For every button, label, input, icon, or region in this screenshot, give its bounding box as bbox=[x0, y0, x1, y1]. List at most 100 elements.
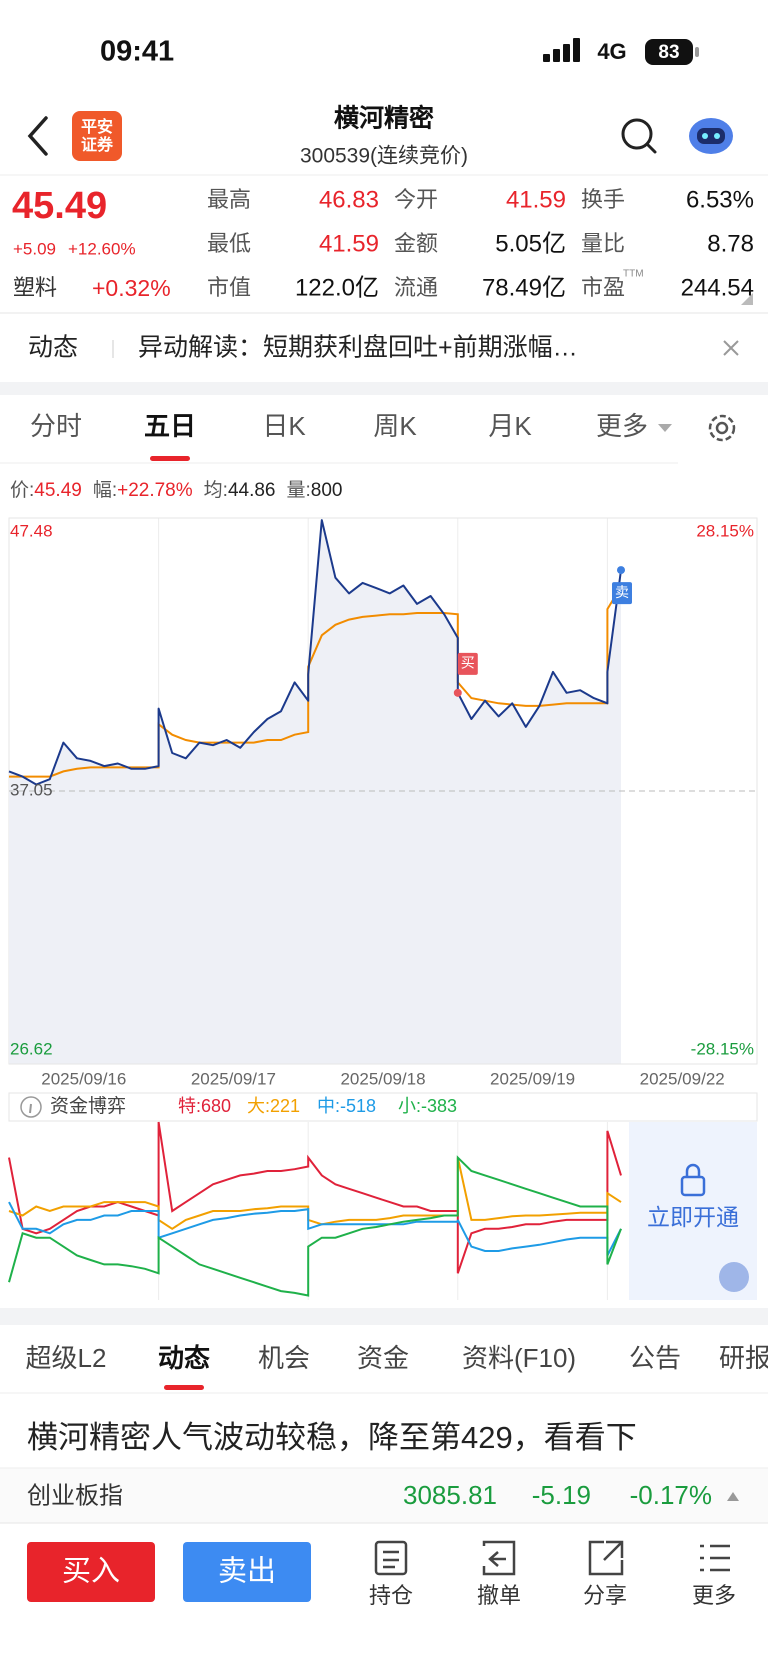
info-value: 44.86 bbox=[228, 480, 276, 501]
y2-tick-label: 28.15% bbox=[696, 521, 754, 540]
section-tab[interactable]: 资料(F10) bbox=[462, 1343, 576, 1373]
buy-label: 买入 bbox=[62, 1556, 120, 1588]
legend-name: 大: bbox=[247, 1096, 270, 1116]
chart-tab[interactable]: 五日 bbox=[144, 411, 196, 441]
change: +5.09 bbox=[13, 239, 56, 258]
sector-change: +0.32% bbox=[92, 275, 171, 301]
broker-logo bbox=[72, 111, 122, 161]
section-tab[interactable]: 动态 bbox=[158, 1343, 210, 1373]
stat-sup: TTM bbox=[623, 269, 644, 280]
assistant-icon[interactable] bbox=[689, 118, 733, 154]
stock-code: 300539(连续竞价) bbox=[300, 145, 468, 168]
section-tab[interactable]: 机会 bbox=[258, 1343, 310, 1373]
headline[interactable]: 横河精密人气波动较稳，降至第429，看看下 bbox=[27, 1420, 637, 1455]
toolbar-label[interactable]: 更多 bbox=[692, 1583, 736, 1608]
section-gap bbox=[0, 382, 768, 395]
chart-tab[interactable]: 分时 bbox=[30, 411, 82, 441]
change-pct: +12.60% bbox=[68, 239, 136, 258]
search-icon[interactable] bbox=[621, 118, 653, 150]
trade-marker bbox=[457, 652, 478, 675]
section-tab[interactable]: 资金 bbox=[357, 1343, 409, 1373]
flow-chart bbox=[8, 1121, 622, 1300]
x-tick-label: 2025/09/19 bbox=[490, 1069, 575, 1088]
chart-tab[interactable]: 月K bbox=[488, 411, 532, 441]
chart-tab[interactable]: 更多 bbox=[596, 411, 648, 441]
stat-label: 换手 bbox=[581, 187, 625, 212]
info-icon[interactable] bbox=[20, 1096, 42, 1118]
average-line bbox=[9, 586, 622, 778]
stat-value: 244.54 bbox=[681, 274, 754, 301]
legend-name: 特: bbox=[178, 1096, 201, 1116]
tab-underline bbox=[164, 1385, 204, 1390]
network: 4G bbox=[597, 39, 626, 64]
legend-value: -383 bbox=[421, 1096, 457, 1116]
legend-value: 221 bbox=[270, 1096, 300, 1116]
sector: 塑料 bbox=[13, 275, 57, 300]
corner-indicator bbox=[741, 293, 753, 305]
price-line bbox=[8, 519, 622, 786]
stat-label: 最高 bbox=[207, 187, 251, 212]
stat-value: 78.49亿 bbox=[482, 274, 566, 301]
index-name: 创业板指 bbox=[27, 1482, 123, 1509]
section-tab[interactable]: 研报 bbox=[719, 1343, 768, 1373]
x-tick-label: 2025/09/16 bbox=[41, 1069, 126, 1088]
info-label: 均: bbox=[204, 479, 228, 501]
settings-icon[interactable] bbox=[708, 414, 736, 442]
index-value: 3085.81 bbox=[403, 1480, 497, 1510]
index-change-pct: -0.17% bbox=[630, 1480, 712, 1510]
stat-value: 46.83 bbox=[319, 186, 379, 213]
unlock-button[interactable]: 立即开通 bbox=[647, 1204, 739, 1230]
chart-tab[interactable]: 周K bbox=[373, 411, 417, 441]
chart-tab[interactable]: 日K bbox=[262, 411, 306, 441]
stock-name: 横河精密 bbox=[334, 104, 434, 133]
toolbar-label[interactable]: 持仓 bbox=[369, 1583, 413, 1608]
info-value: +22.78% bbox=[117, 480, 193, 501]
sell-button[interactable] bbox=[183, 1542, 311, 1602]
x-tick-label: 2025/09/17 bbox=[191, 1069, 276, 1088]
x-tick-label: 2025/09/22 bbox=[640, 1069, 725, 1088]
battery-nub bbox=[695, 47, 699, 57]
stat-label: 今开 bbox=[394, 187, 438, 212]
stat-value: 8.78 bbox=[707, 230, 754, 257]
logo-text: 平安 bbox=[81, 117, 113, 136]
stat-value: 6.53% bbox=[686, 186, 754, 213]
flow-line bbox=[8, 1201, 622, 1256]
tab-underline bbox=[150, 456, 190, 461]
info-label: 价: bbox=[10, 480, 34, 501]
toolbar-label[interactable]: 分享 bbox=[583, 1583, 627, 1608]
section-tab[interactable]: 超级L2 bbox=[26, 1343, 107, 1373]
price: 45.49 bbox=[12, 185, 107, 227]
flow-title: 资金博弈 bbox=[50, 1095, 126, 1117]
stat-value: 122.0亿 bbox=[295, 274, 379, 301]
x-tick-label: 2025/09/18 bbox=[340, 1069, 425, 1088]
toolbar-label[interactable]: 撤单 bbox=[477, 1583, 521, 1608]
index-bar bbox=[0, 1468, 768, 1523]
stat-value: 5.05亿 bbox=[495, 230, 566, 257]
stat-label: 流通 bbox=[394, 275, 438, 300]
section-tab[interactable]: 公告 bbox=[629, 1343, 681, 1373]
y-tick-label: 47.48 bbox=[10, 521, 53, 540]
news-text: 异动解读：短期获利盘回吐+前期涨幅… bbox=[138, 334, 578, 362]
stat-value: 41.59 bbox=[506, 186, 566, 213]
stat-label: 最低 bbox=[207, 231, 251, 256]
battery-icon bbox=[645, 39, 693, 65]
trade-marker-label: 买 bbox=[461, 655, 475, 671]
expand-arrow[interactable] bbox=[727, 1492, 739, 1501]
flow-header-box bbox=[8, 1092, 758, 1122]
back-button[interactable] bbox=[27, 116, 48, 156]
clock: 09:41 bbox=[100, 36, 174, 68]
trade-marker bbox=[612, 582, 632, 605]
buy-button[interactable] bbox=[27, 1542, 155, 1602]
info-label: 量: bbox=[286, 480, 310, 501]
stat-label: 量比 bbox=[581, 231, 625, 256]
y-tick-label: 37.05 bbox=[10, 780, 53, 799]
fullscreen-button[interactable] bbox=[719, 1262, 749, 1292]
close-button[interactable] bbox=[723, 340, 739, 356]
lock-icon-shackle bbox=[685, 1163, 701, 1177]
stat-label: 市盈 bbox=[581, 275, 625, 300]
legend-value: -518 bbox=[340, 1096, 376, 1116]
info-icon-mark bbox=[29, 1103, 32, 1114]
news-tag: 动态 bbox=[28, 334, 78, 362]
section-gap bbox=[0, 1308, 768, 1325]
